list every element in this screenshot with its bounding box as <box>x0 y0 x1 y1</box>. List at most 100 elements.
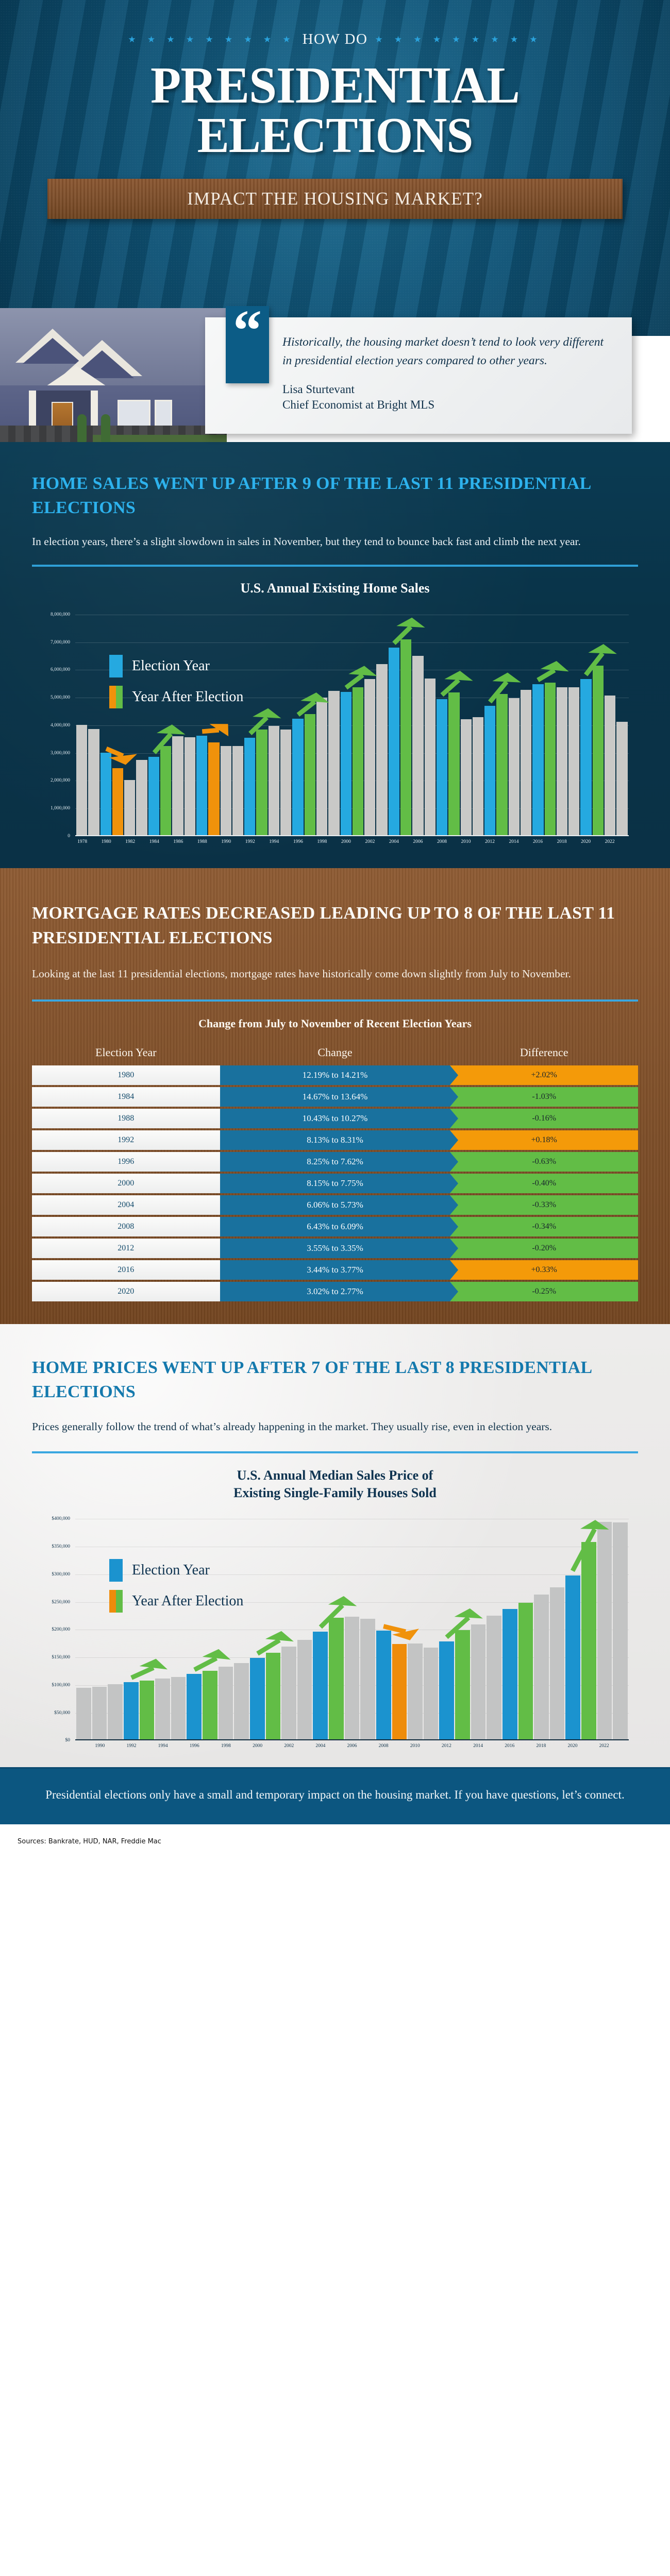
stars-right-icon: ★ ★ ★ ★ ★ ★ ★ ★ ★ <box>375 35 542 44</box>
x-axis-tick: 2006 <box>413 839 423 844</box>
chart-bar <box>160 746 172 835</box>
x-axis-tick: 1992 <box>126 1743 137 1749</box>
chart-bar <box>360 1619 375 1740</box>
chart-bar <box>472 717 484 835</box>
x-axis-tick: 1996 <box>189 1743 199 1749</box>
cell-change: 6.43% to 6.09% <box>220 1216 459 1236</box>
chart-bar <box>139 1680 155 1740</box>
x-axis-tick: 2020 <box>567 1743 578 1749</box>
chart-bar <box>256 730 267 835</box>
x-axis-tick: 2002 <box>365 839 375 844</box>
cell-election-year: 2008 <box>32 1216 220 1236</box>
chart-bar <box>292 719 304 835</box>
column-header-change: Change <box>317 1045 353 1059</box>
x-axis-tick: 1998 <box>221 1743 231 1749</box>
legend-item-election-year: Election Year <box>109 654 243 677</box>
cta-text: Presidential elections only have a small… <box>45 1788 625 1802</box>
y-axis-tick: $200,000 <box>52 1627 70 1633</box>
chart-bar <box>187 1674 202 1740</box>
chart-legend: Election Year Year After Election <box>109 654 243 717</box>
x-axis-tick: 1996 <box>293 839 303 844</box>
cta-section: Presidential elections only have a small… <box>0 1767 670 1824</box>
chart-bar <box>424 679 435 835</box>
y-axis-tick: 3,000,000 <box>51 750 70 756</box>
home-prices-chart: $0 $50,000 $100,000 $150,000 $200,000 $250,00… <box>32 1516 638 1754</box>
y-axis-tick: $350,000 <box>52 1544 70 1550</box>
chart-bar <box>439 1641 454 1740</box>
home-sales-heading: HOME SALES WENT UP AFTER 9 OF THE LAST 1… <box>32 474 591 517</box>
home-sales-chart: 0 1,000,000 2,000,000 3,000,000 4,000,000 5,0… <box>32 612 638 850</box>
x-axis-tick: 2020 <box>581 839 591 844</box>
chart-bar <box>171 1676 186 1740</box>
chart-bar <box>297 1639 312 1740</box>
y-axis-tick: $150,000 <box>52 1655 70 1660</box>
cell-election-year: 2020 <box>32 1281 220 1301</box>
chart-bar <box>268 725 280 835</box>
x-axis-tick: 2014 <box>509 839 519 844</box>
chart-bar <box>520 689 532 835</box>
x-axis-tick: 2016 <box>505 1743 515 1749</box>
chart-bar <box>232 745 244 835</box>
x-axis-tick: 1988 <box>197 839 207 844</box>
cell-election-year: 1996 <box>32 1151 220 1172</box>
x-axis-tick: 2010 <box>410 1743 420 1749</box>
cell-change: 8.15% to 7.75% <box>220 1173 459 1193</box>
table-row: 2008 6.43% to 6.09% -0.34% <box>32 1216 638 1236</box>
cell-difference: +0.18% <box>450 1130 638 1150</box>
chart-bar <box>155 1679 170 1740</box>
chart-bar <box>203 1671 217 1740</box>
rates-table-title: Change from July to November of Recent E… <box>198 1016 472 1030</box>
chart-bar <box>92 1686 107 1740</box>
chart-title-line-1: U.S. Annual Median Sales Price of <box>237 1467 433 1483</box>
legend-label-election-year: Election Year <box>132 657 210 674</box>
mortgage-rates-section: MORTGAGE RATES DECREASED LEADING UP TO 8… <box>0 868 670 1324</box>
chart-bar <box>412 655 424 835</box>
cell-difference: -0.33% <box>450 1195 638 1215</box>
quote-author-name: Lisa Sturtevant <box>282 382 355 396</box>
x-axis-tick: 2004 <box>389 839 399 844</box>
x-axis-tick: 2008 <box>378 1743 389 1749</box>
y-axis-tick: 5,000,000 <box>51 695 70 701</box>
gridline <box>75 642 629 643</box>
hero-eyebrow-text: HOW DO <box>302 31 368 47</box>
home-sales-chart-title: U.S. Annual Existing Home Sales <box>240 581 430 596</box>
cell-election-year: 1988 <box>32 1108 220 1128</box>
chart-bar <box>344 1616 360 1740</box>
chart-bar <box>400 639 412 835</box>
cell-difference: -0.34% <box>450 1216 638 1236</box>
x-axis-tick: 2018 <box>557 839 567 844</box>
hero-section: ★ ★ ★ ★ ★ ★ ★ ★ ★ HOW DO ★ ★ ★ ★ ★ ★ ★ ★… <box>0 0 670 336</box>
x-axis-tick: 1990 <box>95 1743 105 1749</box>
chart-bar <box>184 737 195 835</box>
house-photo <box>0 308 227 442</box>
cell-difference: -1.03% <box>450 1087 638 1107</box>
chart-bar <box>218 1666 233 1740</box>
legend-item-election-year: Election Year <box>109 1559 243 1582</box>
home-prices-section: HOME PRICES WENT UP AFTER 7 OF THE LAST … <box>0 1324 670 1768</box>
x-axis-tick: 2012 <box>485 839 495 844</box>
cell-change: 3.44% to 3.77% <box>220 1260 459 1280</box>
x-axis-tick: 2004 <box>315 1743 326 1749</box>
x-axis-tick: 1990 <box>221 839 231 844</box>
x-axis-tick: 1978 <box>77 839 88 844</box>
chart-bar <box>136 759 147 835</box>
chart-bar <box>112 768 124 835</box>
hero-subtitle-band: IMPACT THE HOUSING MARKET? <box>47 179 623 219</box>
cell-difference: +2.02% <box>450 1065 638 1085</box>
quote-section: “ Historically, the housing market doesn… <box>0 302 670 442</box>
column-header-election-year: Election Year <box>95 1045 157 1059</box>
cell-change: 8.25% to 7.62% <box>220 1151 459 1172</box>
y-axis-tick: $300,000 <box>52 1571 70 1577</box>
y-axis-labels: 0 1,000,000 2,000,000 3,000,000 4,000,000 5,0… <box>32 612 72 839</box>
y-axis-tick: $250,000 <box>52 1599 70 1605</box>
quote-card: “ Historically, the housing market doesn… <box>205 302 632 434</box>
chart-bar <box>580 679 592 835</box>
chart-bar <box>76 724 88 835</box>
title-line-1: PRESIDENTIAL <box>150 56 520 114</box>
chart-bar <box>196 735 208 835</box>
y-axis-tick: $50,000 <box>54 1710 70 1716</box>
x-axis-tick: 2010 <box>461 839 471 844</box>
home-sales-section: HOME SALES WENT UP AFTER 9 OF THE LAST 1… <box>0 442 670 868</box>
mortgage-rates-heading: MORTGAGE RATES DECREASED LEADING UP TO 8… <box>32 903 615 948</box>
chart-bar <box>304 714 315 835</box>
